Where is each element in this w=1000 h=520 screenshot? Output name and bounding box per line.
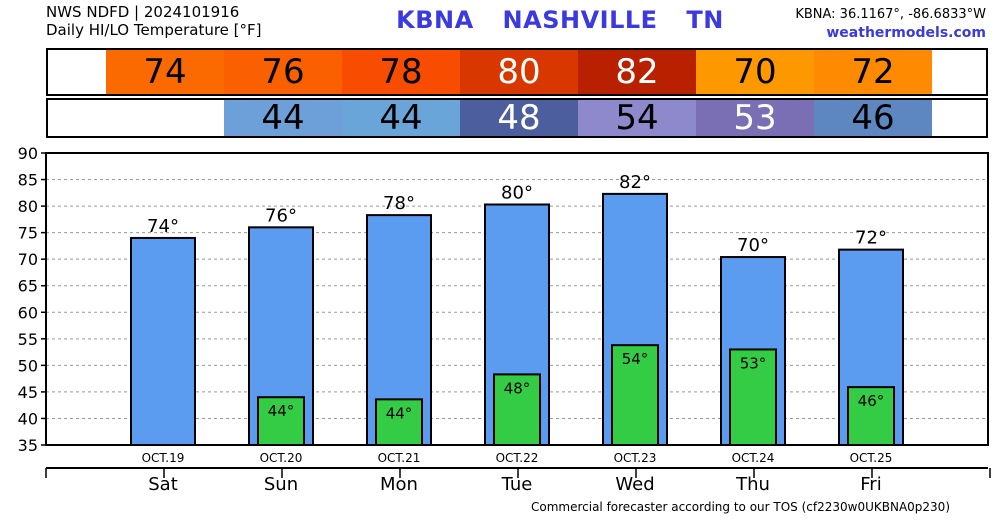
high-temp-cell: 82 (578, 50, 696, 94)
x-date-label: OCT.22 (496, 451, 539, 465)
y-tick-label: 35 (18, 436, 38, 455)
low-temp-cell: 44 (342, 98, 460, 138)
x-day-label: Sun (264, 474, 298, 495)
y-tick-label: 45 (18, 383, 38, 402)
high-temp-cell: 70 (696, 50, 814, 94)
model-run-label: NWS NDFD | 2024101916 (46, 3, 240, 21)
low-temp-bar (611, 344, 659, 446)
low-temp-strip: 44 44 48 54 53 46 (46, 98, 988, 138)
y-tick-label: 65 (18, 277, 38, 296)
high-temp-label: 80° (501, 182, 533, 203)
y-tick-label: 85 (18, 171, 38, 190)
y-tick-label: 50 (18, 356, 38, 375)
low-temp-label: 53° (740, 354, 767, 372)
station-coords: KBNA: 36.1167°, -86.6833°W (795, 7, 986, 22)
low-temp-label: 44° (268, 402, 295, 420)
low-temp-bar (375, 398, 423, 447)
x-day-label: Mon (380, 474, 418, 495)
y-tick-label: 40 (18, 409, 38, 428)
y-tick-label: 70 (18, 250, 38, 269)
x-date-label: OCT.25 (850, 451, 893, 465)
x-date-label: OCT.23 (614, 451, 657, 465)
x-day-label: Thu (735, 474, 770, 495)
x-day-label: Sat (148, 474, 178, 495)
x-day-label: Wed (615, 474, 654, 495)
low-temp-label: 44° (386, 404, 413, 422)
city-name: NASHVILLE (502, 6, 658, 34)
low-temp-label: 46° (858, 392, 885, 410)
low-temp-cell: 53 (696, 98, 814, 138)
low-temp-cell: 48 (460, 98, 578, 138)
low-temp-cell (106, 100, 224, 136)
low-temp-cell: 44 (224, 98, 342, 138)
station-code: KBNA (396, 6, 474, 34)
x-date-label: OCT.21 (378, 451, 421, 465)
high-temp-bar (130, 236, 196, 447)
y-tick-label: 60 (18, 303, 38, 322)
footer-note: Commercial forecaster according to our T… (530, 500, 950, 514)
site-link[interactable]: weathermodels.com (826, 25, 986, 41)
x-day-label: Tue (501, 474, 533, 495)
low-temp-cell: 54 (578, 98, 696, 138)
y-tick-label: 55 (18, 330, 38, 349)
high-temp-strip: 74 76 78 80 82 70 72 (46, 48, 988, 96)
low-temp-bar (493, 373, 541, 446)
low-temp-cell: 46 (814, 98, 932, 138)
high-temp-label: 74° (147, 216, 179, 237)
y-tick-label: 80 (18, 197, 38, 216)
x-date-label: OCT.19 (142, 451, 185, 465)
x-date-label: OCT.24 (732, 451, 775, 465)
y-tick-label: 75 (18, 224, 38, 243)
high-temp-cell: 74 (106, 50, 224, 94)
chart-title: Daily HI/LO Temperature [°F] (46, 21, 262, 39)
header-right: KBNA: 36.1167°, -86.6833°W weathermodels… (795, 6, 986, 42)
high-temp-label: 70° (737, 235, 769, 256)
high-temp-cell: 80 (460, 50, 578, 94)
high-temp-cell: 76 (224, 50, 342, 94)
low-temp-label: 48° (504, 379, 531, 397)
high-temp-label: 76° (265, 205, 297, 226)
temperature-bar-chart: 35 40 45 50 55 60 65 70 75 80 85 90 74° 76° 44° 78° 44° 8… (18, 144, 991, 495)
low-temp-label: 54° (622, 350, 649, 368)
x-day-label: Fri (860, 474, 881, 495)
low-temp-bar (729, 348, 777, 447)
state-code: TN (686, 6, 724, 34)
high-temp-label: 82° (619, 172, 651, 193)
low-temp-bar (257, 396, 305, 446)
header-left: NWS NDFD | 2024101916 Daily HI/LO Temper… (46, 3, 262, 39)
high-temp-cell: 72 (814, 50, 932, 94)
y-tick-label: 90 (18, 144, 38, 163)
location-title: KBNA NASHVILLE TN (300, 6, 820, 34)
high-temp-label: 72° (855, 228, 887, 249)
high-temp-cell: 78 (342, 50, 460, 94)
x-date-label: OCT.20 (260, 451, 303, 465)
low-temp-bar (847, 386, 895, 446)
high-temp-label: 78° (383, 193, 415, 214)
